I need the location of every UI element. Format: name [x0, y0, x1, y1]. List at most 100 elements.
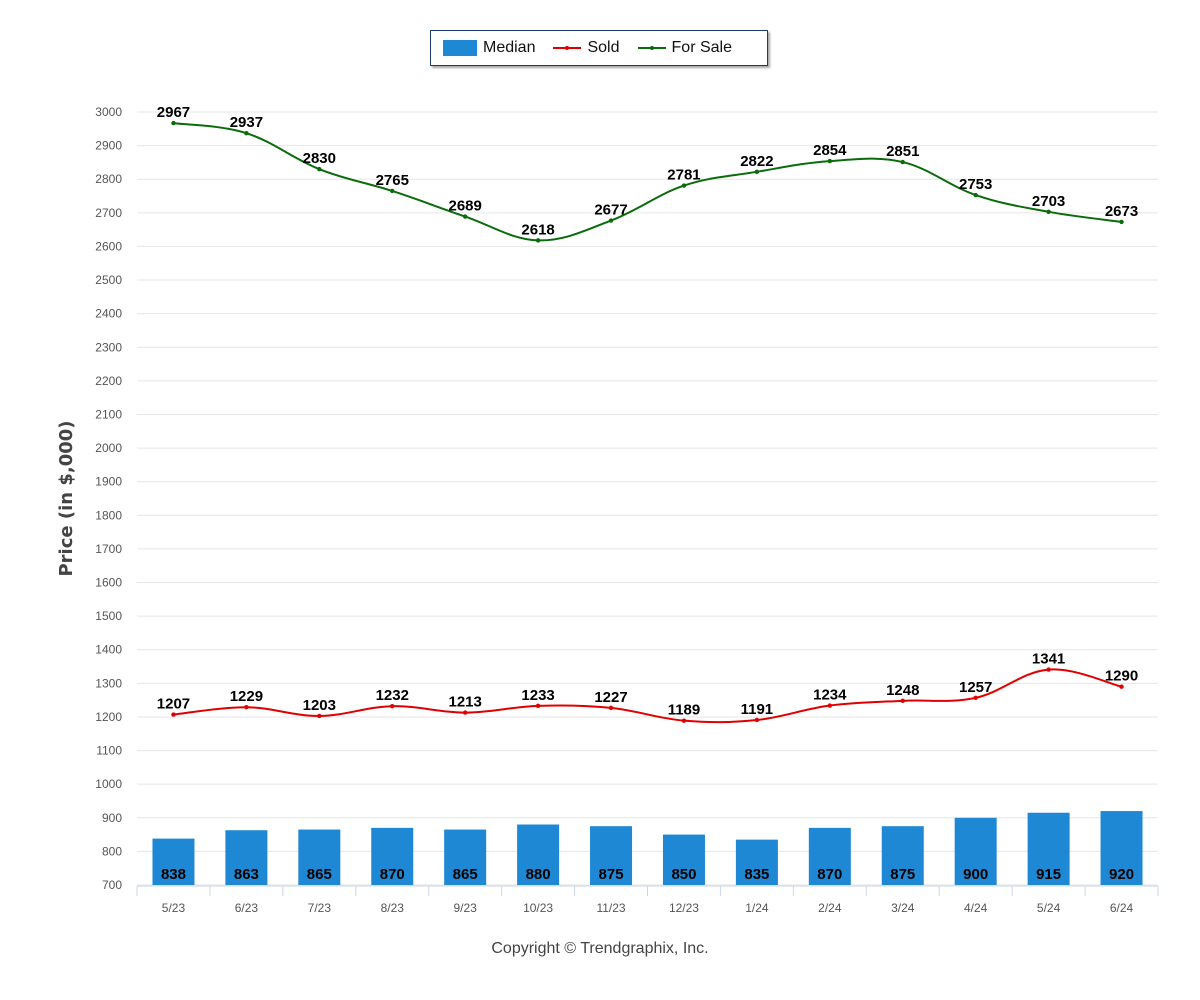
legend-swatch-sold	[553, 46, 582, 50]
bar-median	[225, 830, 268, 885]
bar-data-label: 920	[1109, 866, 1134, 883]
data-label-sold: 1232	[376, 687, 409, 704]
point-for-sale	[317, 166, 322, 172]
point-sold	[390, 704, 395, 709]
legend-label-for-sale: For Sale	[671, 39, 732, 56]
x-tick-label: 1/24	[745, 901, 769, 915]
legend-label-median: Median	[483, 39, 536, 56]
x-tick-label: 12/23	[669, 901, 699, 915]
y-tick-label: 2100	[95, 407, 122, 421]
y-tick-label: 2400	[95, 307, 122, 321]
point-sold	[171, 712, 176, 717]
bar-data-label: 838	[161, 866, 186, 883]
point-for-sale	[1119, 219, 1124, 225]
data-label-sold: 1248	[886, 682, 919, 699]
bar-data-label: 915	[1036, 866, 1061, 883]
legend-swatch-for-sale	[637, 46, 666, 50]
bar-data-label: 870	[380, 866, 405, 883]
y-tick-label: 900	[102, 811, 122, 825]
x-tick-label: 9/23	[453, 901, 477, 915]
point-sold	[973, 695, 978, 700]
data-label-sold: 1229	[230, 688, 263, 705]
x-tick-label: 11/23	[596, 901, 625, 915]
point-for-sale	[681, 183, 687, 188]
point-sold	[244, 705, 249, 710]
point-for-sale	[900, 159, 905, 165]
point-sold	[754, 717, 760, 723]
data-label-sold: 1341	[1032, 651, 1065, 668]
x-tick-label: 7/23	[308, 901, 332, 915]
point-for-sale	[390, 188, 395, 194]
data-label-for-sale: 2765	[376, 172, 409, 189]
data-label-for-sale: 2673	[1105, 203, 1138, 220]
point-sold	[462, 710, 468, 715]
bar-data-label: 863	[234, 866, 259, 883]
y-tick-label: 3000	[95, 105, 122, 119]
y-tick-label: 2600	[95, 239, 122, 253]
y-tick-label: 2500	[95, 273, 122, 287]
bar-data-label: 875	[890, 866, 915, 883]
x-tick-label: 5/24	[1037, 901, 1061, 915]
x-tick-label: 5/23	[162, 901, 186, 915]
data-label-for-sale: 2753	[959, 176, 992, 193]
series-line-for-sale	[173, 122, 1122, 242]
point-for-sale	[754, 169, 760, 175]
bar-median	[517, 824, 560, 885]
point-for-sale	[608, 218, 614, 223]
data-label-sold: 1234	[813, 687, 847, 704]
bar-data-label: 900	[963, 866, 988, 883]
bar-data-label: 880	[526, 866, 551, 883]
y-tick-label: 1200	[95, 710, 122, 724]
y-tick-label: 2200	[95, 374, 122, 388]
x-tick-label: 6/24	[1110, 901, 1134, 915]
point-sold	[900, 698, 905, 704]
data-label-for-sale: 2851	[886, 143, 919, 160]
x-tick-label: 2/24	[818, 901, 842, 915]
data-label-sold: 1257	[959, 679, 992, 696]
y-tick-label: 2800	[95, 172, 122, 186]
data-label-for-sale: 2822	[740, 153, 773, 170]
data-label-for-sale: 2937	[230, 114, 263, 131]
y-tick-label: 1700	[95, 542, 122, 556]
point-for-sale	[1046, 209, 1051, 215]
data-label-sold: 1207	[157, 696, 190, 713]
legend-item-median[interactable]: Median	[443, 39, 535, 57]
y-tick-label: 1300	[95, 676, 122, 690]
bar-data-label: 850	[671, 866, 696, 883]
point-for-sale	[827, 158, 833, 164]
y-tick-label: 1400	[95, 643, 122, 657]
y-tick-label: 800	[102, 844, 122, 858]
y-tick-label: 2700	[95, 206, 122, 220]
legend-item-sold[interactable]: Sold	[553, 39, 620, 57]
y-tick-label: 1600	[95, 576, 122, 590]
bar-data-label: 875	[599, 866, 624, 883]
point-sold	[827, 703, 833, 708]
bar-median	[590, 826, 633, 885]
x-tick-label: 6/23	[235, 901, 259, 915]
bar-median	[808, 827, 851, 885]
y-tick-label: 2300	[95, 340, 122, 354]
y-tick-label: 1000	[95, 777, 122, 791]
bar-median	[1027, 812, 1070, 885]
bar-data-label: 870	[817, 866, 842, 883]
y-tick-label: 700	[102, 878, 122, 892]
data-label-sold: 1189	[668, 702, 701, 719]
x-tick-label: 8/23	[381, 901, 405, 915]
data-label-for-sale: 2677	[594, 202, 627, 219]
data-label-for-sale: 2703	[1032, 193, 1065, 210]
point-sold	[1119, 684, 1124, 689]
data-label-sold: 1233	[521, 687, 554, 704]
data-label-for-sale: 2830	[303, 150, 336, 167]
legend-item-for-sale[interactable]: For Sale	[637, 39, 732, 57]
x-tick-label: 10/23	[523, 901, 553, 915]
point-for-sale	[171, 120, 176, 126]
bar-data-label: 865	[453, 866, 478, 883]
bar-median	[1100, 811, 1143, 885]
point-for-sale	[535, 238, 541, 243]
y-tick-label: 2000	[95, 441, 122, 455]
data-label-sold: 1203	[303, 697, 336, 714]
data-label-for-sale: 2689	[448, 198, 481, 215]
y-axis-title: Price (in $,000)	[56, 420, 77, 576]
data-label-for-sale: 2854	[813, 142, 847, 159]
data-label-sold: 1213	[448, 694, 481, 711]
